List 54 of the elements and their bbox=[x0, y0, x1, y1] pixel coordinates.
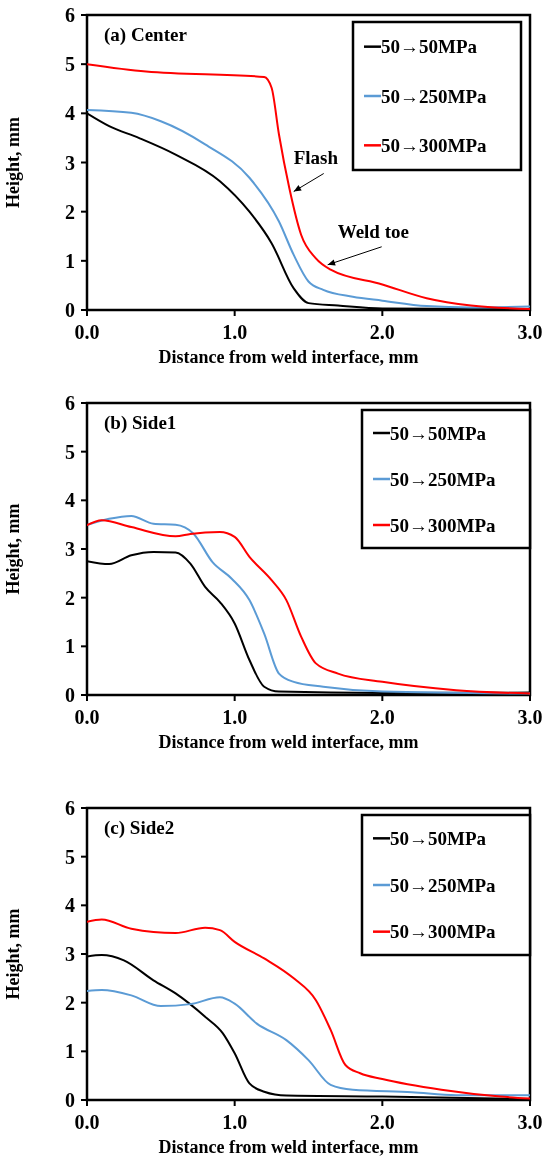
legend-label: 50→300MPa bbox=[390, 514, 497, 536]
legend-label: 50→250MPa bbox=[390, 874, 497, 896]
x-tick-label: 3.0 bbox=[517, 1111, 543, 1133]
x-tick-label: 3.0 bbox=[517, 706, 543, 728]
y-axis-title: Height, mm bbox=[3, 117, 23, 208]
y-tick-label: 4 bbox=[65, 894, 75, 917]
y-tick-label: 2 bbox=[65, 200, 75, 223]
y-tick-label: 3 bbox=[65, 538, 75, 560]
y-tick-label: 3 bbox=[65, 151, 75, 174]
y-tick-label: 6 bbox=[65, 4, 75, 26]
legend-label: 50→300MPa bbox=[390, 921, 497, 943]
x-tick-label: 2.0 bbox=[369, 706, 395, 728]
annotation: Weld toe bbox=[337, 220, 409, 242]
y-axis-title: Height, mm bbox=[3, 908, 23, 1000]
y-tick-label: 2 bbox=[65, 991, 75, 1014]
x-tick-label: 0.0 bbox=[74, 706, 100, 728]
text: (b) Side1 bbox=[104, 412, 177, 434]
y-tick-label: 1 bbox=[65, 249, 75, 272]
y-tick-label: 0 bbox=[65, 1089, 75, 1111]
y-tick-label: 5 bbox=[65, 53, 75, 76]
y-tick-label: 5 bbox=[65, 440, 75, 463]
y-tick-label: 2 bbox=[65, 586, 75, 609]
text: (c) Side2 bbox=[104, 817, 175, 839]
x-tick-label: 3.0 bbox=[517, 321, 543, 343]
y-tick-label: 5 bbox=[65, 845, 75, 868]
legend-label: 50→250MPa bbox=[390, 468, 497, 490]
x-axis-title: Distance from weld interface, mm bbox=[158, 1137, 419, 1157]
x-tick-label: 0.0 bbox=[74, 1111, 100, 1133]
annotation: Flash bbox=[293, 146, 339, 168]
y-tick-label: 0 bbox=[65, 684, 75, 706]
legend-label: 50→300MPa bbox=[381, 134, 488, 156]
x-tick-label: 1.0 bbox=[222, 706, 248, 728]
text: (a) Center bbox=[104, 24, 188, 46]
legend-label: 50→50MPa bbox=[390, 827, 487, 849]
legend-label: 50→50MPa bbox=[381, 36, 478, 58]
x-axis-title: Distance from weld interface, mm bbox=[158, 347, 419, 367]
x-tick-label: 0.0 bbox=[74, 321, 100, 343]
y-tick-label: 4 bbox=[65, 489, 75, 512]
legend-label: 50→50MPa bbox=[390, 422, 487, 444]
y-tick-label: 3 bbox=[65, 943, 75, 965]
y-tick-label: 6 bbox=[65, 392, 75, 414]
x-axis-title: Distance from weld interface, mm bbox=[158, 732, 419, 752]
x-tick-label: 2.0 bbox=[369, 1111, 395, 1133]
x-tick-label: 1.0 bbox=[222, 1111, 248, 1133]
y-tick-label: 0 bbox=[65, 299, 75, 321]
y-tick-label: 1 bbox=[65, 635, 75, 658]
y-tick-label: 6 bbox=[65, 797, 75, 819]
line-series bbox=[87, 989, 530, 1097]
y-axis-title: Height, mm bbox=[3, 503, 23, 595]
legend-label: 50→250MPa bbox=[381, 85, 488, 107]
x-tick-label: 1.0 bbox=[222, 321, 248, 343]
y-tick-label: 4 bbox=[65, 102, 75, 125]
y-tick-label: 1 bbox=[65, 1040, 75, 1063]
x-tick-label: 2.0 bbox=[369, 321, 395, 343]
